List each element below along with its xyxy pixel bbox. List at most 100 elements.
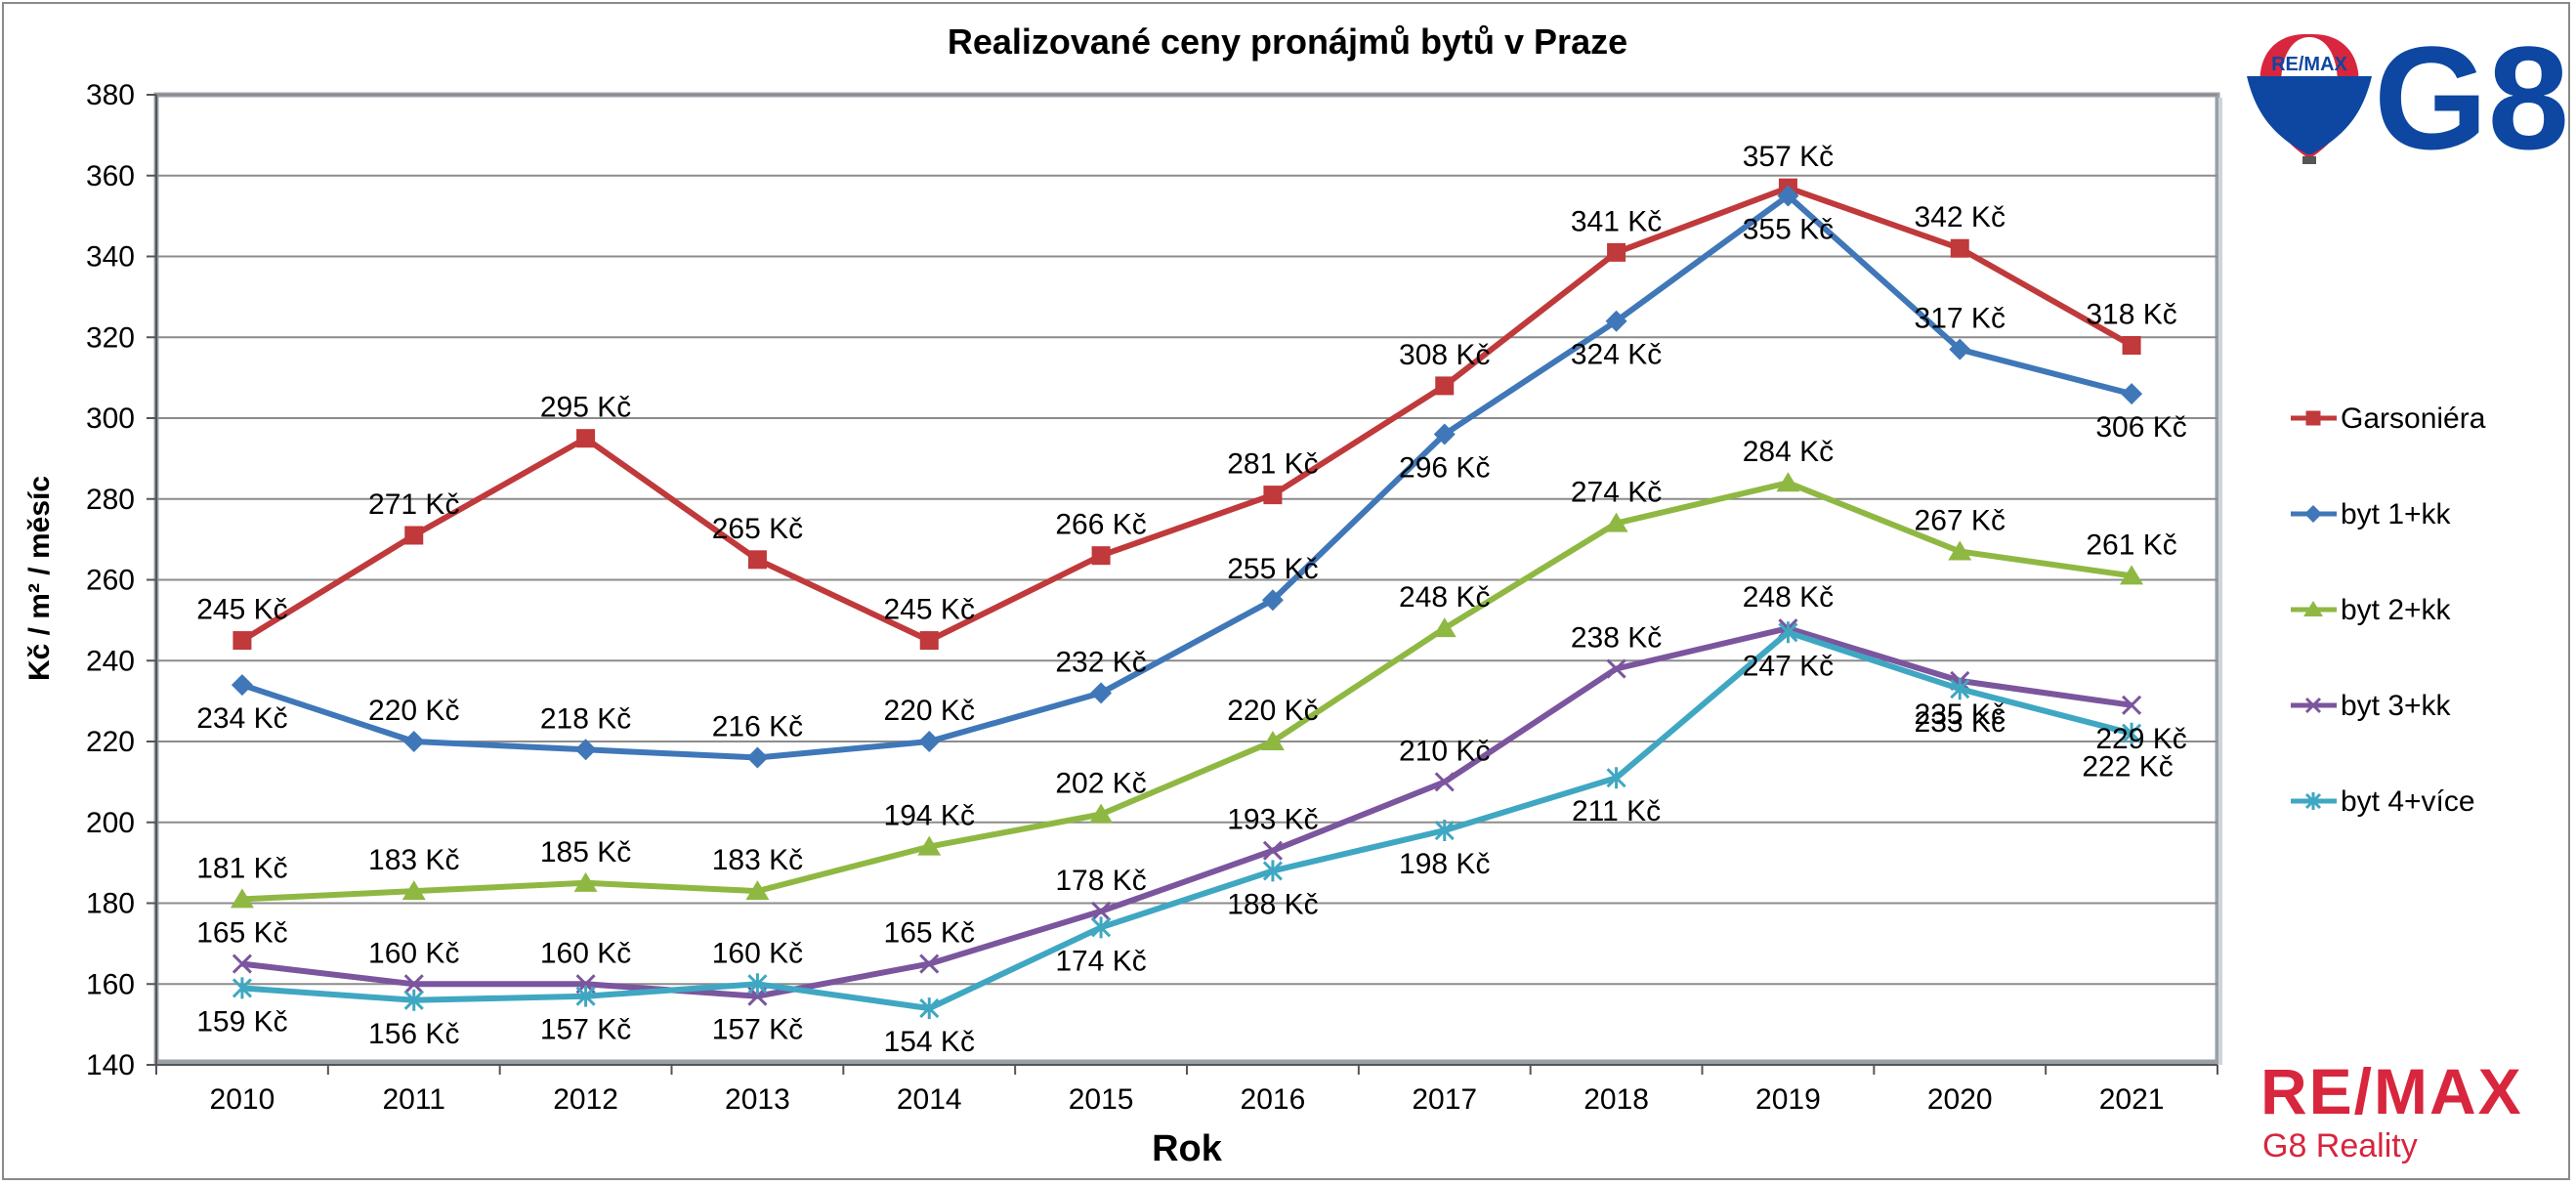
legend-item: byt 1+kk: [2291, 498, 2452, 530]
legend-label: byt 3+kk: [2341, 690, 2452, 722]
data-point: [2122, 695, 2142, 715]
data-label: 271 Kč: [368, 488, 459, 521]
data-label: 218 Kč: [540, 702, 631, 735]
data-point: [1091, 901, 1112, 921]
y-tick-label: 300: [86, 402, 135, 435]
data-point: [575, 985, 596, 1007]
data-label: 210 Kč: [1399, 735, 1490, 767]
series-line: [241, 480, 2133, 903]
data-point: [403, 974, 424, 995]
legend-item: byt 3+kk: [2291, 690, 2452, 722]
data-point: [1090, 682, 1113, 704]
data-point: [1606, 658, 1626, 679]
legend: Garsoniéra byt 1+kk byt 2+kk byt 3+kk byt 4+…: [2291, 402, 2486, 818]
x-tick-label: 2017: [1412, 1083, 1477, 1116]
data-point: [232, 953, 252, 974]
data-point: [745, 880, 770, 901]
data-label: 165 Kč: [884, 917, 975, 950]
data-label: 261 Kč: [2086, 529, 2176, 561]
data-point: [2304, 792, 2322, 810]
data-label: 157 Kč: [540, 1014, 631, 1046]
data-point: [1262, 860, 1283, 882]
data-point: [1435, 376, 1455, 396]
data-point: [1262, 840, 1283, 861]
x-tick-label: 2016: [1241, 1083, 1306, 1116]
data-label: 324 Kč: [1571, 339, 1662, 371]
data-point: [404, 526, 424, 545]
data-point: [576, 429, 596, 448]
series-line: [241, 629, 2133, 1012]
legend-label: byt 2+kk: [2341, 594, 2452, 626]
data-point: [1604, 512, 1628, 532]
data-label: 317 Kč: [1915, 303, 2006, 335]
legend-item: byt 4+více: [2291, 785, 2475, 818]
data-point: [2304, 697, 2322, 714]
data-label: 245 Kč: [884, 594, 975, 626]
y-tick-label: 340: [86, 241, 135, 274]
data-label: 160 Kč: [368, 937, 459, 969]
data-point: [2303, 601, 2323, 616]
y-tick-label: 140: [86, 1049, 135, 1081]
chart-title: Realizované ceny pronájmů bytů v Praze: [948, 21, 1627, 62]
series-line: [241, 625, 2133, 999]
data-label: 220 Kč: [884, 695, 975, 727]
data-label: 157 Kč: [712, 1014, 803, 1046]
data-label: 235 Kč: [1915, 699, 2006, 731]
y-tick-label: 280: [86, 484, 135, 516]
remax-balloon-logo: RE/MAX: [2247, 34, 2372, 164]
y-tick-label: 360: [86, 160, 135, 192]
x-axis-ticks: 2010 2011 2012 2013 2014 2015 2016 2017 2018 2019…: [155, 1065, 2218, 1116]
series-line: [240, 192, 2133, 761]
legend-label: byt 1+kk: [2341, 498, 2452, 530]
data-point: [1605, 310, 1627, 332]
x-tick-label: 2013: [725, 1083, 790, 1116]
y-tick-label: 320: [86, 321, 135, 354]
data-point: [1607, 242, 1626, 262]
data-label: 284 Kč: [1743, 436, 1834, 468]
data-point: [2121, 383, 2143, 405]
data-label: 248 Kč: [1399, 581, 1490, 614]
x-tick-label: 2010: [210, 1083, 275, 1116]
data-point: [919, 953, 940, 974]
x-tick-label: 2011: [382, 1083, 445, 1116]
data-label: 308 Kč: [1399, 339, 1490, 371]
y-tick-label: 160: [86, 968, 135, 1000]
data-label: 159 Kč: [196, 1005, 287, 1038]
remax-logo: RE/MAX: [2260, 1055, 2523, 1127]
data-label: 178 Kč: [1055, 865, 1146, 897]
data-label: 267 Kč: [1915, 505, 2006, 537]
x-tick-label: 2019: [1755, 1083, 1821, 1116]
series-byt-4-v-ce: [232, 621, 2142, 1020]
data-label: 274 Kč: [1571, 477, 1662, 509]
data-label: 232 Kč: [1055, 646, 1146, 678]
data-labels: 245 Kč 271 Kč 295 Kč 265 Kč 245 Kč 266 Kč 281 …: [196, 141, 2187, 1058]
data-point: [918, 731, 941, 752]
data-point: [1091, 546, 1111, 566]
data-point: [1089, 803, 1114, 824]
data-label: 281 Kč: [1227, 448, 1318, 481]
data-point: [1948, 540, 1972, 561]
remax-subtitle: G8 Reality: [2262, 1127, 2418, 1165]
data-point: [2122, 722, 2142, 744]
y-tick-label: 180: [86, 888, 135, 920]
data-label: 193 Kč: [1227, 804, 1318, 836]
data-point: [1091, 916, 1112, 939]
data-point: [1434, 820, 1455, 842]
data-point: [2120, 565, 2144, 585]
legend-label: byt 4+více: [2341, 785, 2475, 818]
x-tick-label: 2014: [897, 1083, 962, 1116]
data-label: 211 Kč: [1572, 795, 1661, 827]
series-line: [240, 185, 2133, 644]
y-axis-title: Kč / m² / měsíc: [23, 476, 56, 681]
data-label: 265 Kč: [712, 513, 803, 545]
data-label: 222 Kč: [2082, 751, 2173, 784]
data-label: 156 Kč: [368, 1018, 459, 1050]
x-tick-label: 2018: [1584, 1083, 1649, 1116]
data-label: 342 Kč: [1915, 201, 2006, 233]
data-label: 160 Kč: [712, 937, 803, 969]
data-point: [1776, 472, 1800, 492]
data-label: 198 Kč: [1399, 848, 1490, 880]
data-label: 185 Kč: [540, 836, 631, 868]
data-point: [401, 880, 426, 901]
